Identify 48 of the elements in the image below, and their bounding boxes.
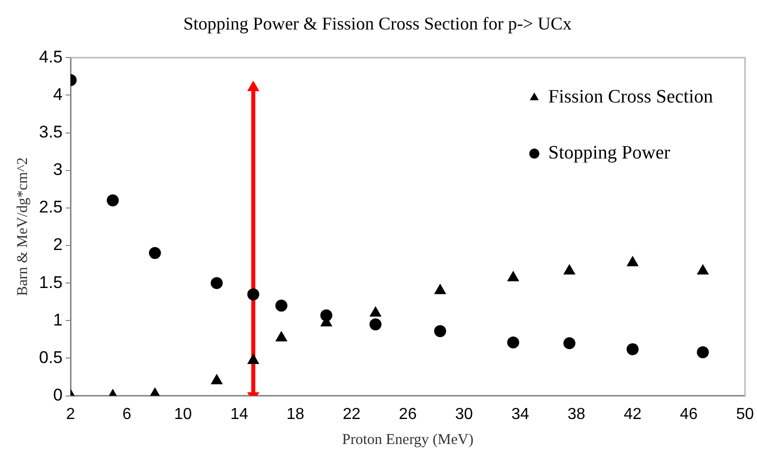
y-tick-label: 0.5 [38, 348, 63, 367]
y-tick-label: 3.5 [38, 122, 63, 142]
point [696, 346, 709, 358]
point [369, 306, 382, 317]
y-tick-label: 3 [53, 160, 63, 180]
point [626, 343, 639, 356]
x-tick-label: 34 [511, 406, 530, 423]
point [696, 264, 709, 275]
x-tick-label: 18 [286, 406, 304, 423]
x-tick-label: 10 [174, 406, 192, 423]
x-tick-label: 22 [342, 406, 361, 423]
point [370, 318, 382, 330]
point [106, 194, 119, 206]
y-tick-label: 4 [53, 84, 63, 104]
chart-title: Stopping Power & Fission Cross Section for p-> UCx [183, 14, 572, 34]
point [434, 325, 446, 338]
point [563, 337, 576, 350]
y-tick-label: 0 [53, 385, 63, 404]
y-axis-title: Barn & MeV/dg*cm^2 [14, 157, 31, 296]
x-tick-label: 50 [736, 406, 754, 423]
point [507, 336, 520, 348]
point [626, 256, 639, 266]
x-tick-label: 2 [66, 406, 76, 423]
point [210, 374, 223, 384]
x-tick-label: 6 [122, 406, 132, 423]
point [210, 277, 223, 290]
x-axis-title: Proton Energy (MeV) [342, 432, 474, 448]
y-tick-label: 1 [53, 310, 63, 330]
x-tick-label: 38 [568, 406, 586, 423]
x-tick-label: 26 [398, 406, 417, 423]
point [563, 264, 576, 275]
point [247, 288, 260, 300]
point [275, 300, 288, 312]
x-tick-label: 42 [624, 406, 642, 423]
x-tick-label: 46 [680, 406, 698, 423]
legend-label: Fission Cross Section [548, 86, 714, 108]
x-tick-label: 14 [230, 406, 248, 423]
y-tick-label: 2 [53, 235, 63, 254]
point [148, 247, 161, 260]
point [247, 353, 260, 364]
y-tick-label: 4.5 [38, 47, 63, 66]
x-tick-label: 30 [455, 406, 474, 423]
point [275, 330, 288, 342]
legend-label: Stopping Power [548, 142, 671, 164]
y-tick-label: 2.5 [38, 198, 63, 217]
point [507, 270, 520, 282]
y-tick-label: 1.5 [38, 272, 63, 292]
point [434, 284, 446, 294]
